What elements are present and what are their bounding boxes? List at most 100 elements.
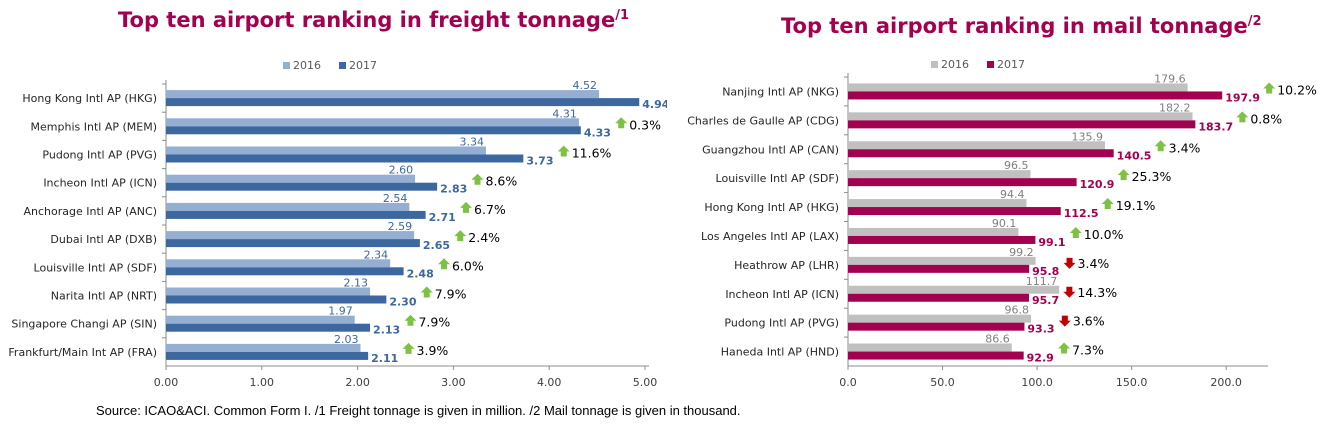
freight-bar-2016 [166, 231, 415, 240]
freight-change-label: 8.6% [486, 174, 518, 189]
freight-chart-title-text: Top ten airport ranking in freight tonna… [118, 8, 616, 32]
mail-data-label-2017: 92.9 [1027, 352, 1054, 365]
mail-data-label-2016: 99.2 [1009, 246, 1033, 259]
mail-change-indicator: 7.3% [1058, 342, 1104, 358]
mail-bar-2017 [848, 293, 1029, 302]
mail-data-label-2016: 182.2 [1159, 101, 1191, 114]
mail-change-indicator: 19.1% [1101, 198, 1156, 213]
mail-change-label: 19.1% [1116, 198, 1156, 213]
freight-legend-swatch-2017 [339, 62, 346, 69]
mail-bar-2017 [848, 149, 1114, 158]
mail-legend-label-2017: 2017 [997, 58, 1025, 71]
mail-category-label: Charles de Gaulle AP (CDG) [687, 114, 839, 127]
freight-data-label-2016: 2.59 [388, 220, 413, 233]
mail-bar-2016 [848, 227, 1019, 236]
mail-change-label: 10.2% [1277, 82, 1317, 97]
arrow-down-icon [1063, 286, 1076, 298]
freight-change-indicator: 6.0% [437, 258, 484, 273]
mail-bar-2017 [848, 351, 1024, 360]
arrow-up-icon [557, 145, 570, 157]
mail-category-label: Nanjing Intl AP (NKG) [722, 85, 839, 98]
freight-change-indicator: 2.4% [454, 230, 500, 245]
mail-bar-2017 [848, 120, 1196, 129]
mail-bar-2017 [848, 207, 1061, 216]
freight-x-tick-label: 1.00 [250, 376, 275, 389]
mail-x-tick-label: 150.0 [1116, 376, 1148, 389]
freight-change-indicator: 8.6% [471, 173, 518, 189]
freight-bar-2016 [166, 287, 371, 296]
mail-data-label-2017: 120.9 [1080, 178, 1115, 191]
arrow-up-icon [1117, 169, 1130, 181]
freight-x-tick-label: 2.00 [345, 376, 370, 389]
mail-data-label-2017: 112.5 [1064, 207, 1099, 220]
freight-category-label: Incheon Intl AP (ICN) [43, 177, 157, 190]
mail-category-label: Louisville Intl AP (SDF) [716, 172, 839, 185]
freight-x-tick-label: 0.00 [154, 376, 179, 389]
mail-change-label: 7.3% [1072, 343, 1104, 358]
mail-change-label: 3.6% [1073, 314, 1105, 329]
mail-legend-swatch-2016 [931, 61, 938, 68]
freight-bar-2016 [166, 315, 355, 324]
freight-data-label-2016: 2.34 [364, 248, 389, 261]
freight-data-label-2016: 4.31 [552, 107, 577, 120]
mail-change-indicator: 3.6% [1058, 314, 1105, 329]
freight-data-label-2017: 3.73 [526, 155, 553, 168]
freight-data-label-2016: 2.60 [389, 164, 414, 177]
mail-data-label-2016: 96.8 [1005, 304, 1030, 317]
freight-bar-2017 [166, 154, 524, 163]
mail-change-label: 10.0% [1084, 227, 1124, 242]
freight-data-label-2017: 2.13 [373, 324, 400, 337]
mail-data-label-2017: 197.9 [1225, 91, 1260, 104]
mail-data-label-2016: 86.6 [985, 333, 1010, 346]
mail-data-label-2016: 96.5 [1004, 159, 1028, 172]
mail-change-indicator: 10.2% [1263, 82, 1317, 97]
freight-x-tick-label: 4.00 [537, 376, 562, 389]
arrow-up-icon [402, 342, 415, 354]
mail-category-label: Hong Kong Intl AP (HKG) [704, 201, 839, 214]
mail-bar-2017 [848, 91, 1223, 100]
arrow-up-icon [1069, 226, 1082, 238]
freight-bar-2016 [166, 146, 486, 155]
freight-data-label-2017: 4.94 [642, 98, 667, 111]
freight-data-label-2017: 4.33 [584, 126, 611, 139]
mail-bar-2016 [848, 83, 1188, 92]
mail-chart-title-text: Top ten airport ranking in mail tonnage [781, 14, 1248, 38]
mail-change-label: 25.3% [1132, 169, 1172, 184]
mail-change-label: 0.8% [1250, 111, 1282, 126]
arrow-up-icon [615, 117, 628, 129]
mail-change-label: 3.4% [1078, 256, 1110, 271]
freight-change-label: 7.9% [435, 287, 467, 302]
freight-data-label-2017: 2.48 [407, 267, 434, 280]
freight-x-tick-label: 3.00 [441, 376, 466, 389]
freight-change-indicator: 0.3% [615, 117, 661, 132]
freight-bar-2017 [166, 239, 420, 248]
mail-change-indicator: 10.0% [1069, 226, 1124, 242]
mail-chart-title: Top ten airport ranking in mail tonnage/… [781, 14, 1262, 38]
mail-change-indicator: 14.3% [1063, 285, 1117, 300]
arrow-up-icon [437, 258, 450, 270]
freight-data-label-2017: 2.65 [423, 239, 450, 252]
mail-data-label-2017: 95.8 [1032, 265, 1059, 278]
freight-bar-2016 [166, 118, 579, 127]
freight-bar-2017 [166, 351, 369, 360]
freight-category-label: Louisville Intl AP (SDF) [34, 261, 157, 274]
mail-data-label-2017: 99.1 [1038, 236, 1065, 249]
freight-category-label: Memphis Intl AP (MEM) [31, 120, 157, 133]
freight-change-indicator: 11.6% [557, 145, 612, 161]
arrow-up-icon [420, 286, 433, 298]
arrow-up-icon [1263, 82, 1276, 94]
freight-bar-2017 [166, 323, 371, 332]
mail-bar-2016 [848, 112, 1193, 121]
mail-tonnage-chart: 0.0 50.0 100.0 150.0 200.0 2016 2017 Nanjing In… [687, 58, 1317, 389]
mail-x-tick-label: 100.0 [1021, 376, 1053, 389]
mail-bar-2016 [848, 343, 1012, 352]
freight-x-tick-label: 5.00 [633, 376, 658, 389]
mail-category-label: Los Angeles Intl AP (LAX) [701, 230, 839, 243]
freight-legend-swatch-2016 [283, 62, 290, 69]
freight-bar-2017 [166, 267, 404, 276]
freight-chart-title: Top ten airport ranking in freight tonna… [118, 8, 629, 32]
freight-data-label-2017: 2.71 [429, 211, 456, 224]
freight-change-indicator: 6.7% [460, 201, 506, 217]
mail-change-label: 3.4% [1169, 140, 1201, 155]
mail-bar-2016 [848, 199, 1027, 208]
